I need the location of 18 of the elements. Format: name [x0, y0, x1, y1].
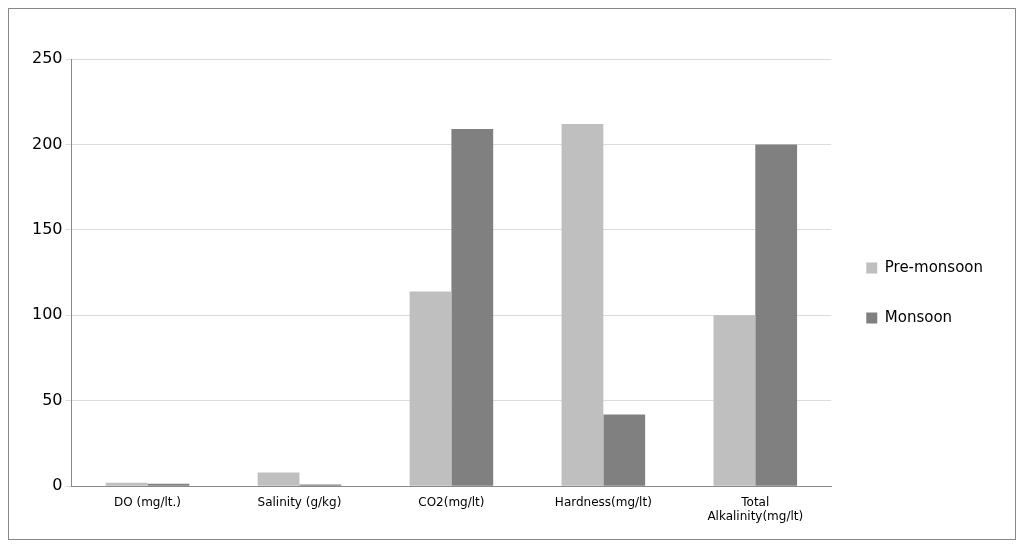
y-tick-label: 0: [52, 475, 63, 495]
bar: [713, 315, 756, 486]
bar: [561, 123, 604, 486]
bar: [105, 482, 148, 486]
legend-label: Pre-monsoon: [884, 257, 983, 276]
x-tick-label: CO2(mg/lt): [418, 494, 485, 509]
y-tick-label: 150: [31, 219, 63, 239]
x-tick-label: Total Alkalinity(mg/lt): [707, 494, 804, 523]
bar: [409, 291, 452, 486]
bar: [257, 472, 300, 486]
y-tick-label: 200: [31, 133, 63, 153]
y-tick-label: 50: [42, 389, 63, 409]
x-tick-label: Hardness(mg/lt): [554, 494, 652, 509]
y-tick-label: 100: [31, 304, 63, 324]
x-tick-label: Salinity (g/kg): [257, 494, 342, 509]
x-tick-label: DO (mg/lt.): [113, 494, 182, 509]
y-tick-label: 250: [31, 48, 63, 68]
legend-label: Monsoon: [884, 307, 953, 326]
